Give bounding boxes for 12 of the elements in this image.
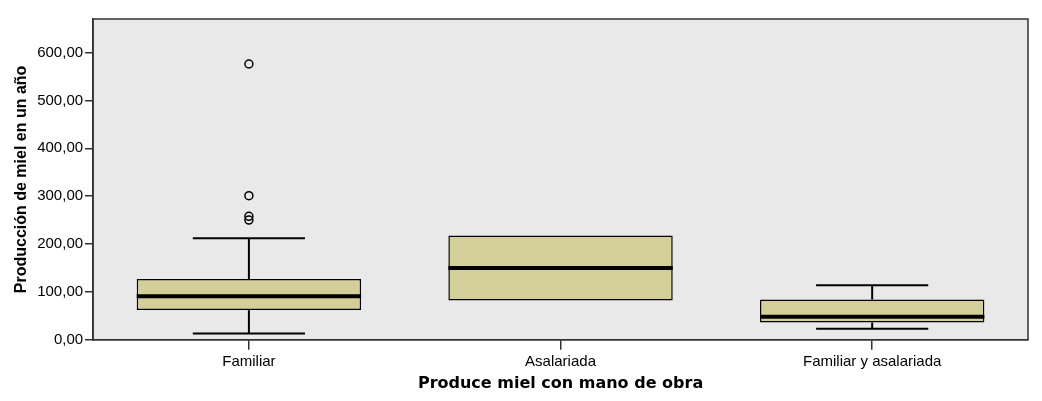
y-tick-label: 0,00 — [53, 329, 84, 347]
x-axis-title: Produce miel con mano de obra — [417, 372, 704, 392]
x-tick-label: Familiar y asalariada — [802, 351, 943, 369]
y-tick-label: 500,00 — [37, 90, 84, 108]
y-tick-label: 300,00 — [37, 186, 84, 204]
y-tick-label: 400,00 — [37, 138, 84, 156]
y-tick-label: 200,00 — [37, 234, 84, 252]
x-tick-label: Familiar — [222, 351, 276, 369]
y-tick-label: 100,00 — [37, 282, 84, 300]
x-tick-label: Asalariada — [525, 351, 597, 369]
y-tick-label: 600,00 — [37, 42, 84, 60]
y-axis-title: Producción de miel en un año — [12, 65, 30, 294]
